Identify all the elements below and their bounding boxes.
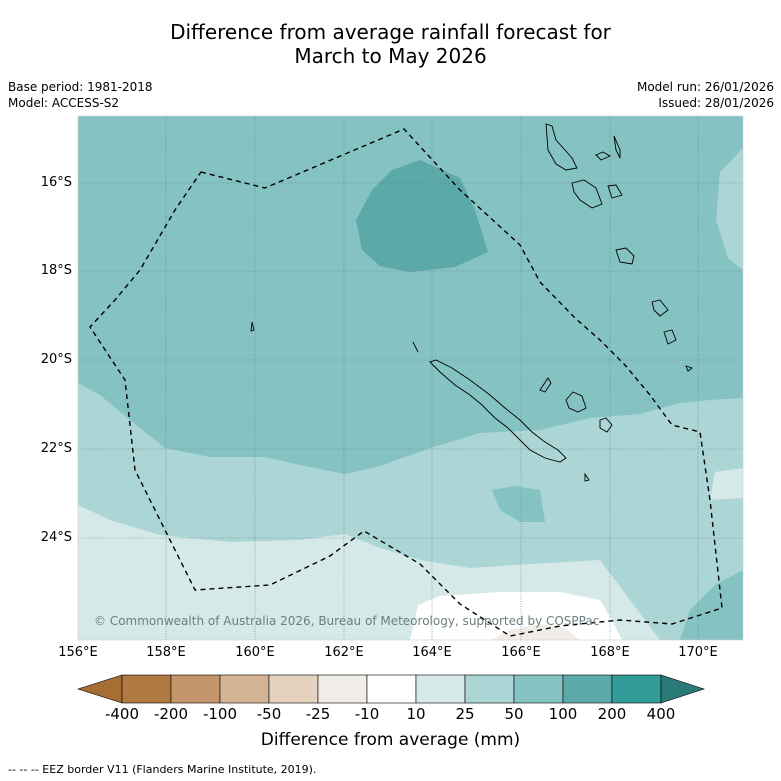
island-walpole — [584, 472, 590, 482]
rainfall-anomaly-map — [78, 116, 743, 640]
island-erromango — [651, 299, 669, 317]
region-100-200 — [356, 160, 488, 272]
lat-label: 16°S — [40, 175, 72, 190]
meta-right: Model run: 26/01/2026 Issued: 28/01/2026 — [637, 79, 774, 111]
eez-border — [89, 128, 723, 637]
colorbar-tick: -200 — [153, 705, 189, 723]
island-tanna — [663, 329, 677, 345]
copyright-credit: © Commonwealth of Australia 2026, Bureau… — [94, 614, 600, 628]
lon-label: 168°E — [590, 645, 630, 660]
graticule — [78, 116, 743, 640]
colorbar — [77, 674, 705, 704]
island-malakula — [571, 179, 603, 209]
colorbar-tick: -50 — [256, 705, 282, 723]
model-name: Model: ACCESS-S2 — [8, 96, 120, 110]
region-10-25-east — [710, 468, 743, 500]
chart-title-line1: Difference from average rainfall forecas… — [170, 20, 611, 44]
region-25-50-east — [716, 148, 743, 270]
model-run: Model run: 26/01/2026 — [636, 80, 774, 94]
colorbar-tick: -100 — [202, 705, 238, 723]
region-50-100-patch — [492, 486, 545, 522]
meta-left: Base period: 1981-2018 Model: ACCESS-S2 — [8, 79, 153, 111]
colorbar-extend-high — [660, 674, 705, 704]
colorbar-swatch — [611, 674, 662, 704]
island-malakula-north — [595, 151, 611, 161]
colorbar-swatch — [121, 674, 172, 704]
colorbar-tick: 50 — [504, 705, 524, 723]
colorbar-swatch — [170, 674, 221, 704]
colorbar-swatch — [562, 674, 613, 704]
colorbar-tick: 10 — [406, 705, 426, 723]
lon-label: 156°E — [58, 645, 98, 660]
region-50-100-se — [680, 570, 743, 640]
region-dry-slight — [492, 624, 580, 640]
island-ouvea — [539, 377, 552, 393]
colorbar-tick: 100 — [548, 705, 578, 723]
island-maewo — [613, 135, 621, 159]
colorbar-swatch — [366, 674, 417, 704]
island-aneityum — [685, 365, 693, 372]
lat-label: 18°S — [40, 263, 72, 278]
colorbar-swatch — [317, 674, 368, 704]
island-efate — [615, 247, 635, 265]
colorbar-extend-low — [77, 674, 123, 704]
island-ambrym — [607, 184, 623, 199]
lon-label: 162°E — [324, 645, 364, 660]
region-near-normal — [410, 592, 622, 640]
lat-label: 20°S — [40, 352, 72, 367]
lon-label: 166°E — [501, 645, 541, 660]
island-espiritu-santo — [545, 123, 578, 171]
colorbar-title: Difference from average (mm) — [260, 730, 521, 750]
new-caledonia — [429, 359, 567, 463]
colorbar-tick: 25 — [455, 705, 475, 723]
island-belep — [412, 341, 419, 353]
coastlines — [250, 123, 693, 482]
colorbar-tick: 200 — [597, 705, 627, 723]
colorbar-tick: -400 — [104, 705, 140, 723]
island-mare — [599, 417, 613, 433]
colorbar-tick: -25 — [305, 705, 331, 723]
lon-label: 164°E — [412, 645, 452, 660]
chart-title-line2: March to May 2026 — [294, 44, 487, 68]
base-period: Base period: 1981-2018 — [8, 80, 153, 94]
lat-label: 24°S — [40, 530, 72, 545]
lon-label: 170°E — [678, 645, 718, 660]
colorbar-swatch — [464, 674, 515, 704]
issued-date: Issued: 28/01/2026 — [658, 96, 774, 110]
island-lifou — [565, 391, 587, 413]
lat-label: 22°S — [40, 441, 72, 456]
lon-label: 158°E — [146, 645, 186, 660]
colorbar-swatch — [415, 674, 466, 704]
lon-label: 160°E — [235, 645, 275, 660]
colorbar-swatch — [268, 674, 319, 704]
colorbar-swatch — [219, 674, 270, 704]
map-frame — [77, 115, 744, 641]
colorbar-swatch — [513, 674, 564, 704]
island-small-west — [250, 321, 255, 332]
eez-legend-note: -- -- -- EEZ border V11 (Flanders Marine… — [8, 763, 317, 776]
colorbar-tick: -10 — [354, 705, 380, 723]
colorbar-tick: 400 — [646, 705, 676, 723]
